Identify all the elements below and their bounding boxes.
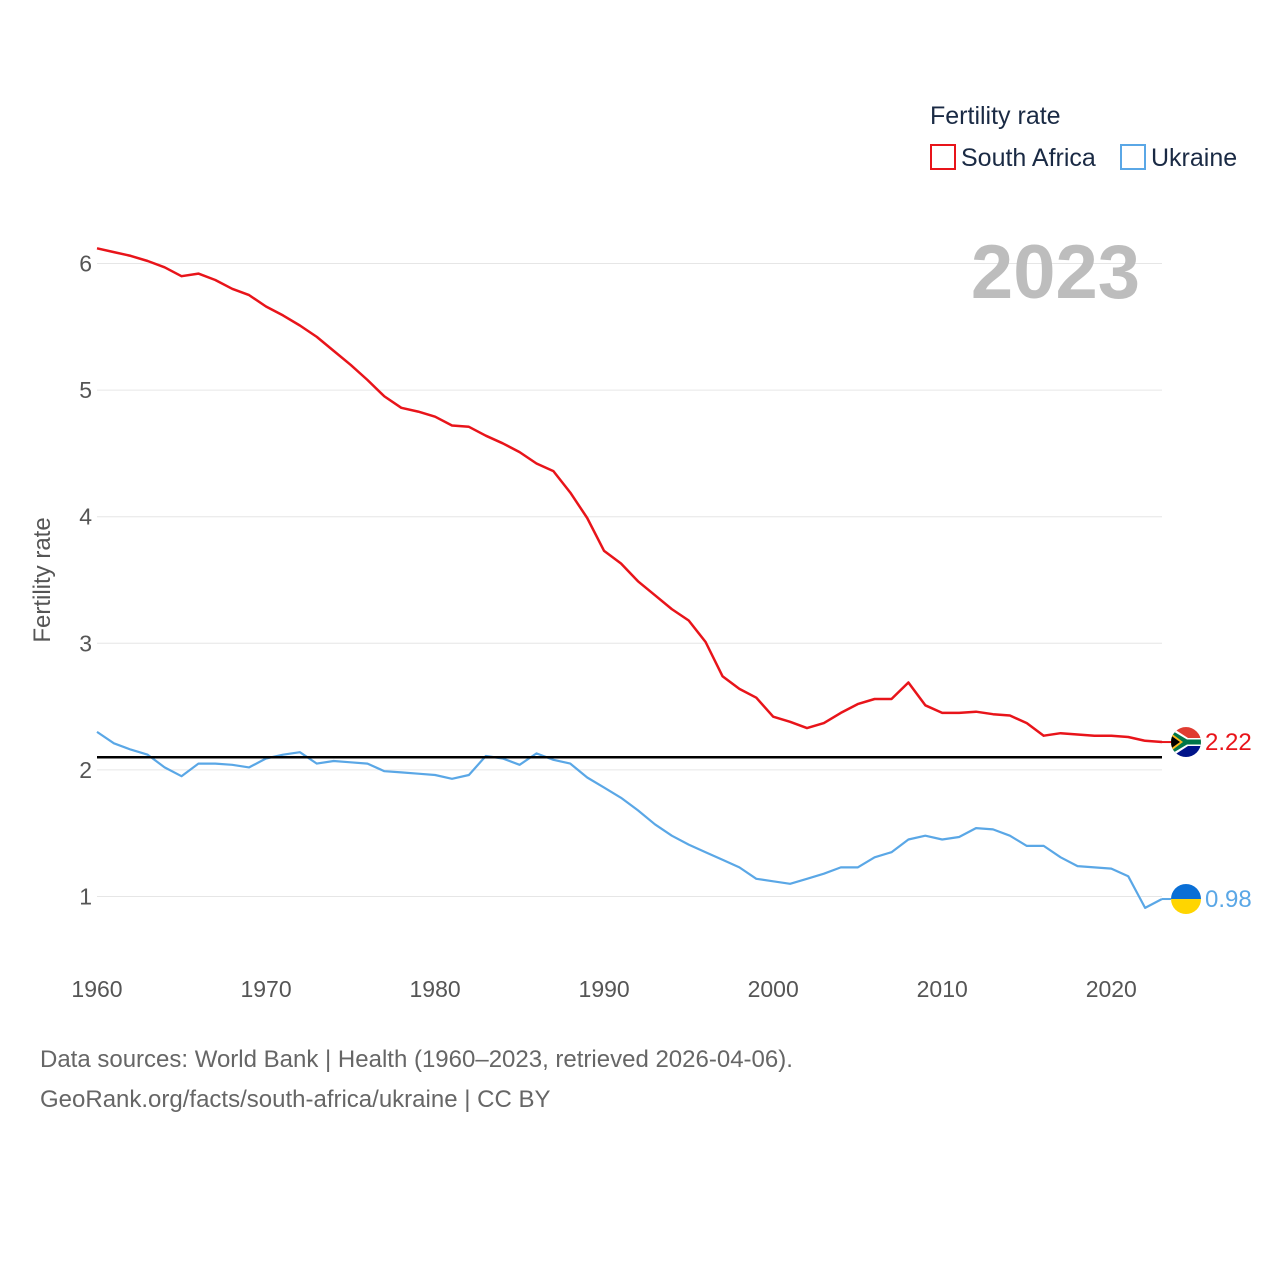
- license-text: | CC BY: [457, 1086, 551, 1113]
- legend: Fertility rate South Africa Ukraine: [930, 102, 1237, 172]
- x-tick-label: 1960: [71, 976, 122, 1002]
- y-tick-label: 5: [79, 377, 92, 403]
- end-value-label-ukraine: 0.98: [1205, 886, 1252, 913]
- source-link[interactable]: GeoRank.org/facts/south-africa/ukraine: [40, 1086, 458, 1113]
- x-tick-label: 2010: [917, 976, 968, 1002]
- y-tick-label: 4: [79, 504, 92, 530]
- x-tick-label: 1980: [410, 976, 461, 1002]
- x-tick-label: 2020: [1086, 976, 1137, 1002]
- y-tick-label: 2: [79, 757, 92, 783]
- x-tick-label: 1990: [579, 976, 630, 1002]
- y-axis-title: Fertility rate: [29, 517, 56, 642]
- end-value-label-south-africa: 2.22: [1205, 729, 1252, 756]
- attribution-line: GeoRank.org/facts/south-africa/ukraine |…: [40, 1080, 793, 1120]
- legend-item-south-africa[interactable]: South Africa: [930, 144, 1096, 172]
- y-axis-ticks: 1 2 3 4 5 6: [79, 251, 92, 910]
- data-sources-text: Data sources: World Bank | Health (1960–…: [40, 1046, 793, 1073]
- legend-swatch-ukraine: [1120, 144, 1146, 170]
- series-layer: [96, 247, 1163, 909]
- x-axis-ticks: 1960 1970 1980 1990 2000 2010 2020: [71, 976, 1136, 1002]
- legend-title: Fertility rate: [930, 102, 1061, 130]
- end-markers: 2.22 0.98: [1162, 727, 1252, 915]
- legend-item-ukraine[interactable]: Ukraine: [1120, 144, 1237, 172]
- footer: Data sources: World Bank | Health (1960–…: [40, 1040, 793, 1120]
- legend-label-south-africa: South Africa: [961, 144, 1096, 172]
- legend-label-ukraine: Ukraine: [1151, 144, 1237, 172]
- y-tick-label: 6: [79, 251, 92, 277]
- south-africa-flag-icon: [1171, 727, 1201, 758]
- y-tick-label: 1: [79, 884, 92, 910]
- x-tick-label: 1970: [240, 976, 291, 1002]
- legend-swatch-south-africa: [930, 144, 956, 170]
- ukraine-flag-icon: [1171, 884, 1201, 915]
- x-tick-label: 2000: [748, 976, 799, 1002]
- year-label: 2023: [971, 230, 1140, 315]
- grid-lines: [97, 263, 1162, 897]
- series-line-south-africa: [96, 247, 1163, 744]
- y-tick-label: 3: [79, 630, 92, 656]
